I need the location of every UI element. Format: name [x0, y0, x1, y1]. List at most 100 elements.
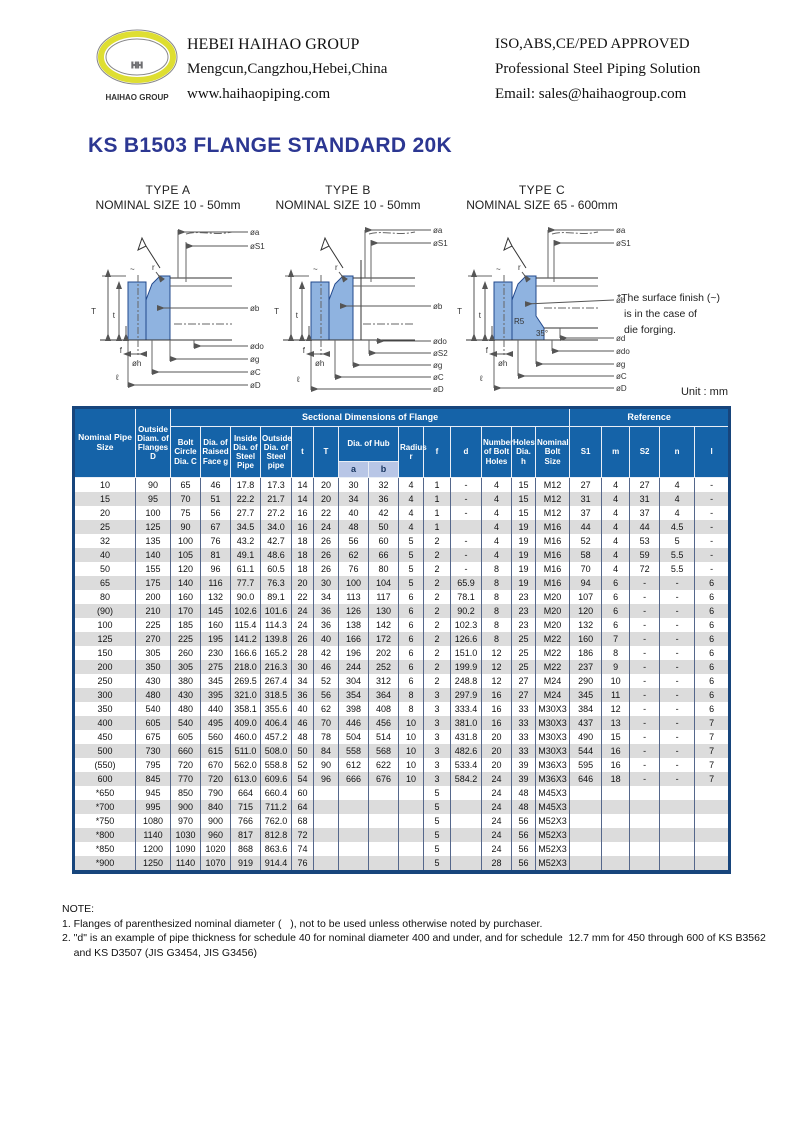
type-b-diagram: øa øS1 øb ødo øS2 øg øC øD T t f øh ℓ ~ …	[274, 226, 448, 394]
table-cell: 33	[511, 730, 536, 744]
table-cell: 540	[135, 702, 171, 716]
table-cell: 995	[135, 800, 171, 814]
table-cell	[338, 856, 369, 872]
table-cell: M30X3	[534, 730, 571, 744]
table-cell: 19	[511, 520, 536, 534]
table-cell: 52	[313, 674, 339, 688]
table-row: 125 270 225 195 141.2 139.8 26 40 166 172 6 2 126.6 8…	[73, 632, 731, 646]
table-cell: -	[629, 674, 661, 688]
table-cell: 795	[135, 758, 171, 772]
table-cell: 770	[170, 772, 201, 786]
table-cell: 358.1	[230, 702, 261, 716]
table-cell: 28	[291, 646, 314, 660]
table-cell: 431.8	[450, 730, 482, 744]
col-header-radius: Radius r	[398, 426, 427, 478]
table-cell: 125	[73, 632, 136, 646]
col-header-bolt-size: Nominal Bolt Size	[534, 426, 571, 478]
table-cell: 7	[694, 716, 731, 730]
table-cell: 460.0	[230, 730, 261, 744]
table-cell: 6	[601, 604, 631, 618]
table-cell: 20	[291, 576, 314, 590]
table-cell: 34	[313, 590, 339, 604]
dim-label: ødo	[433, 337, 447, 346]
table-cell: 18	[291, 534, 314, 548]
table-cell: 80	[368, 562, 399, 576]
table-cell: 730	[135, 744, 171, 758]
table-cell: -	[450, 506, 482, 520]
table-cell: 132	[200, 590, 231, 604]
dim-label: øS1	[433, 239, 448, 248]
table-cell: 10	[601, 674, 631, 688]
dim-label: ℓ	[115, 373, 119, 382]
table-cell: 24	[481, 814, 512, 828]
table-cell	[313, 856, 339, 872]
table-cell	[629, 800, 661, 814]
table-cell: 96	[313, 772, 339, 786]
table-cell: 720	[170, 758, 201, 772]
table-cell	[398, 814, 424, 828]
table-cell: *750	[73, 814, 136, 828]
table-cell: 558	[338, 744, 369, 758]
table-cell: 12	[481, 646, 512, 660]
table-cell: 2	[423, 604, 451, 618]
table-cell	[569, 856, 603, 872]
table-cell	[694, 842, 731, 856]
table-cell: 514	[368, 730, 399, 744]
table-cell: 8	[481, 632, 512, 646]
dim-label: ød	[616, 334, 625, 343]
table-cell	[450, 786, 482, 800]
table-cell: M16	[534, 548, 571, 562]
table-cell: 21.7	[260, 492, 292, 506]
table-cell: 160	[200, 618, 231, 632]
table-cell: 4	[601, 534, 631, 548]
table-cell: 16	[481, 716, 512, 730]
table-cell: 3	[423, 716, 451, 730]
table-cell	[659, 786, 696, 800]
table-cell: 19	[511, 548, 536, 562]
table-cell: 27	[511, 688, 536, 702]
table-cell	[313, 800, 339, 814]
table-cell: 508.0	[260, 744, 292, 758]
table-row: 100 225 185 160 115.4 114.3 24 36 138 142 6 2 102.3 8…	[73, 618, 731, 632]
table-cell: 605	[170, 730, 201, 744]
table-cell: 8	[481, 604, 512, 618]
table-cell: 64	[291, 800, 314, 814]
table-cell: 11	[601, 688, 631, 702]
table-cell: 43.2	[230, 534, 261, 548]
table-cell: 670	[200, 758, 231, 772]
table-cell	[450, 800, 482, 814]
dim-label: r	[152, 263, 155, 272]
company-address: Mengcun,Cangzhou,Hebei,China	[187, 61, 388, 77]
table-cell: 160	[569, 632, 603, 646]
table-cell: 18	[291, 548, 314, 562]
table-cell	[368, 842, 399, 856]
table-cell: 945	[135, 786, 171, 800]
table-cell	[398, 828, 424, 842]
table-cell: 6	[694, 604, 731, 618]
table-cell: 2	[423, 534, 451, 548]
table-cell: M30X3	[534, 716, 571, 730]
table-cell: 225	[135, 618, 171, 632]
table-cell: M24	[534, 674, 571, 688]
table-cell: 609.6	[260, 772, 292, 786]
table-cell: 12	[481, 660, 512, 674]
col-header-bolt-circle: Bolt Circle Dia. C	[170, 426, 201, 478]
table-cell: 8	[481, 576, 512, 590]
table-cell: 160	[170, 590, 201, 604]
table-cell: 6	[398, 660, 424, 674]
table-cell: 15	[73, 492, 136, 506]
table-cell	[601, 800, 631, 814]
table-cell: 200	[73, 660, 136, 674]
table-cell: 115.4	[230, 618, 261, 632]
dim-label: T	[274, 307, 279, 316]
table-cell: 6	[398, 632, 424, 646]
table-cell	[338, 842, 369, 856]
table-cell: 1030	[170, 828, 201, 842]
type-c-heading: TYPE C NOMINAL SIZE 65 - 600mm	[437, 183, 647, 213]
table-cell: 56	[313, 688, 339, 702]
table-cell: 90	[170, 520, 201, 534]
approval-line: ISO,ABS,CE/PED APPROVED	[495, 36, 690, 52]
table-cell	[569, 786, 603, 800]
table-cell: 126	[338, 604, 369, 618]
table-cell: 76.3	[260, 576, 292, 590]
